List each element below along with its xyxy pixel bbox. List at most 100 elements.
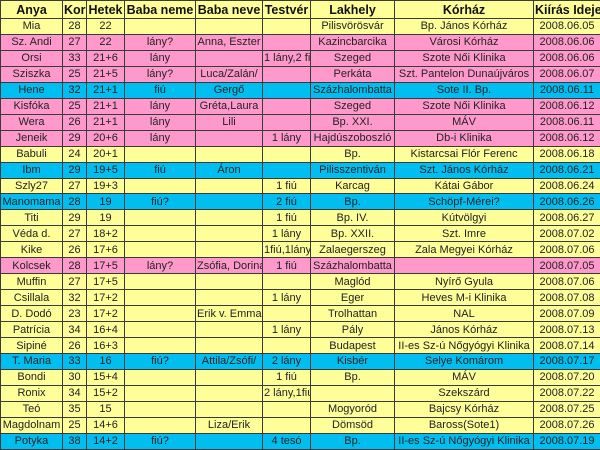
cell-baba-neve — [195, 432, 263, 450]
cell-kor: 33 — [62, 353, 87, 370]
cell-baba-neve: Liza/Erik — [195, 416, 263, 434]
cell-kiiras-ideje: 2008.06.21 — [533, 161, 600, 179]
cell-korhaz: MÁV — [394, 368, 534, 386]
cell-lakhely — [310, 384, 395, 402]
cell-baba-neve — [195, 209, 263, 227]
table-row: Csillala 32 17+2 1 lány Eger Heves M-i Klinik… — [0, 289, 600, 307]
table-row: Mia 28 22 Pilisvörösvár Bp. János Kórház 2008… — [0, 18, 600, 35]
column-header-hetek: Hetek — [86, 0, 125, 19]
cell-kiiras-ideje: 2008.06.18 — [533, 145, 600, 163]
cell-baba-neme — [124, 225, 196, 243]
cell-lakhely: Trolhattan — [310, 305, 395, 323]
cell-kiiras-ideje: 2008.06.06 — [533, 33, 600, 51]
cell-lakhely: Kazincbarcika — [310, 33, 395, 51]
table-row: Bondi 30 15+4 1 fiú Bp. MÁV 2008.07.20 — [0, 368, 600, 386]
cell-baba-neve: Gréta,Laura — [195, 97, 263, 115]
cell-testver — [262, 113, 311, 131]
cell-kiiras-ideje: 2008.06.05 — [533, 18, 600, 35]
cell-lakhely: Hajdúszoboszló — [310, 129, 395, 147]
cell-hetek: 17+6 — [86, 241, 125, 259]
cell-lakhely: Mogyoród — [310, 400, 395, 418]
cell-kor: 29 — [62, 129, 87, 147]
cell-baba-neme: lány? — [124, 257, 196, 275]
cell-kiiras-ideje: 2008.07.02 — [533, 225, 600, 243]
cell-baba-neve — [195, 337, 263, 355]
cell-lakhely: Bp. — [310, 193, 395, 211]
cell-kor: 25 — [62, 416, 87, 434]
cell-kiiras-ideje: 2008.07.09 — [533, 305, 600, 323]
cell-testver — [262, 161, 311, 179]
cell-kor: 33 — [62, 49, 87, 67]
table-body: Mia 28 22 Pilisvörösvár Bp. János Kórház 2008… — [0, 18, 600, 450]
cell-baba-neme — [124, 241, 196, 259]
table-row: Kolcsek 28 17+5 lány? Zsófia, Dorina 1 fiú Szá… — [0, 257, 600, 275]
cell-baba-neve — [195, 129, 263, 147]
column-header-kiiras-ideje: Kiírás Ideje — [533, 0, 600, 19]
cell-korhaz: Szote Női Klinika — [394, 49, 534, 67]
cell-anya: Ibm — [0, 161, 63, 179]
cell-baba-neme — [124, 209, 196, 227]
cell-hetek: 22 — [86, 18, 125, 35]
table-row: Wera 26 21+1 lány Lili Bp. XXI. MÁV 2008.06.11 — [0, 113, 600, 131]
cell-korhaz: János Kórház — [394, 321, 534, 339]
cell-baba-neme — [124, 18, 196, 35]
cell-lakhely: Pilisvörösvár — [310, 18, 395, 35]
cell-testver: 1 lány — [262, 225, 311, 243]
cell-anya: D. Dodó — [0, 305, 63, 323]
table-row: Magdolnam 25 14+6 Liza/Erik Dömsöd Baross(Sot… — [0, 416, 600, 434]
cell-anya: Wera — [0, 113, 63, 131]
cell-korhaz: Nyírő Gyula — [394, 273, 534, 291]
cell-kor: 25 — [62, 65, 87, 83]
cell-baba-neme: lány — [124, 129, 196, 147]
cell-baba-neve — [195, 241, 263, 259]
cell-korhaz: Zala Megyei Kórház — [394, 241, 534, 259]
cell-korhaz: NAL — [394, 305, 534, 323]
cell-kiiras-ideje: 2008.06.27 — [533, 209, 600, 227]
cell-kor: 34 — [62, 384, 87, 402]
cell-korhaz: Szt. János Kórház — [394, 161, 534, 179]
cell-hetek: 17+2 — [86, 305, 125, 323]
cell-baba-neme: fiú? — [124, 432, 196, 450]
cell-kor: 23 — [62, 305, 87, 323]
cell-kor: 26 — [62, 337, 87, 355]
table-row: Titi 29 19 1 fiú Bp. IV. Kútvölgyi 2008.06.27 — [0, 209, 600, 227]
cell-kor: 27 — [62, 273, 87, 291]
column-header-korhaz: Kórház — [394, 0, 534, 19]
cell-baba-neve: Áron — [195, 161, 263, 179]
cell-kiiras-ideje: 2008.06.07 — [533, 65, 600, 83]
table-row: Sziszka 25 21+5 lány? Luca/Zalán/Perkáta Szt.… — [0, 65, 600, 83]
table-row: Sipiné 26 16+3 Budapest II-es Sz-ú Nőgyógyi … — [0, 337, 600, 355]
cell-kiiras-ideje: 2008.06.24 — [533, 177, 600, 195]
cell-baba-neme — [124, 337, 196, 355]
cell-hetek: 16+3 — [86, 337, 125, 355]
table-row: T. Maria 33 16 fiú? Attila/Zsófi/2 lány Kisbé… — [0, 353, 600, 370]
cell-anya: Jeneik — [0, 129, 63, 147]
cell-kiiras-ideje: 2008.06.06 — [533, 49, 600, 67]
cell-baba-neve — [195, 273, 263, 291]
cell-baba-neme — [124, 384, 196, 402]
cell-baba-neme: lány? — [124, 65, 196, 83]
cell-lakhely: Bp. IV. — [310, 209, 395, 227]
cell-hetek: 16+4 — [86, 321, 125, 339]
cell-baba-neve: Attila/Zsófi/ — [195, 353, 263, 370]
cell-anya: Kolcsek — [0, 257, 63, 275]
cell-anya: T. Maria — [0, 353, 63, 370]
cell-testver: 1 lány — [262, 321, 311, 339]
cell-testver: 1 fiú — [262, 209, 311, 227]
table-row: Kike 26 17+6 1fiú,1lány Zalaegerszeg Zala Meg… — [0, 241, 600, 259]
cell-lakhely: Zalaegerszeg — [310, 241, 395, 259]
cell-baba-neve — [195, 400, 263, 418]
cell-hetek: 21+1 — [86, 113, 125, 131]
cell-testver — [262, 65, 311, 83]
cell-kiiras-ideje: 2008.06.12 — [533, 129, 600, 147]
cell-baba-neme — [124, 145, 196, 163]
cell-lakhely: Maglód — [310, 273, 395, 291]
cell-baba-neve — [195, 368, 263, 386]
table-row: Patrícia 34 16+4 1 lány Pály János Kórház 2008… — [0, 321, 600, 339]
cell-testver — [262, 337, 311, 355]
cell-baba-neme — [124, 400, 196, 418]
cell-korhaz: Szote Női Klinika — [394, 97, 534, 115]
cell-baba-neme — [124, 416, 196, 434]
cell-anya: Véda d. — [0, 225, 63, 243]
